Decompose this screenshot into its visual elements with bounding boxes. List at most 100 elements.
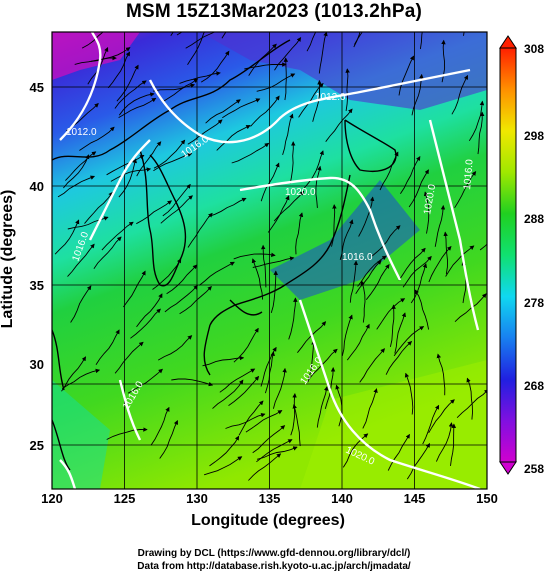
streamline	[273, 190, 305, 222]
streamline	[244, 62, 287, 70]
streamline	[187, 32, 205, 65]
streamline	[187, 119, 223, 145]
streamline	[67, 243, 95, 277]
streamline	[93, 236, 122, 270]
streamline	[400, 156, 421, 195]
streamline	[288, 297, 298, 340]
x-tick-label: 120	[41, 491, 63, 506]
streamline	[360, 280, 366, 323]
streamline	[423, 191, 430, 234]
streamline	[118, 158, 137, 198]
streamline	[451, 74, 469, 115]
streamline	[355, 260, 382, 295]
colorbar-top-arrow	[499, 35, 517, 49]
streamline	[307, 340, 316, 383]
streamline	[410, 263, 428, 304]
streamline	[411, 73, 424, 116]
streamline	[387, 433, 410, 471]
colorbar-tick-label: 298	[524, 129, 544, 143]
streamline	[219, 368, 256, 393]
streamline	[61, 368, 101, 390]
streamline	[428, 245, 452, 283]
colorbar-tick-label: 258	[524, 462, 544, 476]
streamline	[150, 406, 170, 446]
streamline	[212, 379, 244, 409]
streamline	[312, 79, 322, 122]
streamline	[74, 55, 117, 65]
y-tick-label: 40	[30, 179, 44, 194]
streamline	[393, 326, 425, 357]
streamline	[256, 446, 298, 460]
streamline	[297, 321, 327, 353]
credit-drawing: Drawing by DCL (https://www.gfd-dennou.o…	[137, 548, 411, 559]
x-tick-label: 125	[114, 491, 136, 506]
streamline	[107, 51, 130, 89]
streamline	[264, 351, 275, 394]
streamline	[157, 335, 193, 361]
streamline	[130, 308, 161, 339]
streamline	[208, 197, 247, 218]
streamline	[359, 348, 385, 383]
streamline	[164, 284, 198, 313]
streamline	[231, 142, 270, 164]
colorbar-bottom-arrow	[499, 461, 517, 475]
streamline	[339, 219, 354, 261]
y-tick-label: 30	[30, 357, 44, 372]
streamline	[342, 433, 369, 468]
y-tick-label: 35	[30, 278, 44, 293]
streamline	[248, 453, 282, 481]
streamline	[341, 314, 353, 357]
streamline	[335, 384, 343, 427]
map-title: MSM 15Z13Mar2023 (1013.2hPa)	[125, 1, 423, 22]
colorbar: 258 268 278 288 298 308	[499, 35, 544, 476]
streamline	[176, 32, 183, 36]
y-tick-label: 45	[30, 80, 44, 95]
streamline	[251, 258, 264, 300]
colorbar-scale	[499, 47, 517, 463]
streamline	[443, 231, 448, 275]
streamline	[205, 99, 241, 124]
streamline	[57, 175, 95, 198]
streamline	[466, 377, 473, 420]
streamline	[209, 435, 240, 467]
streamline	[252, 256, 295, 268]
streamline	[114, 341, 144, 374]
streamline	[238, 400, 264, 436]
streamline	[228, 375, 260, 406]
streamline	[179, 285, 212, 315]
streamline	[376, 298, 406, 330]
x-ticks: 120 125 130 135 140 145 150	[41, 491, 498, 506]
x-tick-label: 130	[186, 491, 208, 506]
streamline	[153, 139, 186, 169]
streamline	[54, 219, 80, 255]
streamline	[316, 386, 329, 428]
streamline	[379, 151, 399, 191]
streamline	[315, 165, 322, 208]
streamline	[353, 32, 361, 48]
streamline	[250, 95, 280, 127]
streamline	[127, 368, 163, 394]
isobar-contours	[59, 32, 481, 489]
streamline	[295, 212, 304, 255]
streamline	[406, 442, 430, 480]
streamline	[81, 32, 104, 49]
streamline	[270, 270, 278, 314]
streamline	[385, 340, 413, 375]
streamline	[95, 329, 120, 366]
streamline	[274, 36, 302, 71]
streamline	[79, 126, 115, 151]
contour-label: 1020.0	[285, 187, 316, 198]
streamline	[233, 252, 276, 260]
streamline	[222, 98, 261, 119]
streamline	[170, 32, 174, 36]
streamline	[450, 423, 457, 466]
streamline	[152, 258, 182, 290]
streamline	[402, 255, 432, 288]
streamline	[106, 427, 148, 440]
streamline	[252, 425, 286, 454]
streamline	[225, 412, 266, 429]
streamline	[123, 270, 146, 308]
y-axis-label: Latitude (degrees)	[0, 189, 16, 329]
streamline	[325, 108, 353, 142]
contour-label: 1016.0	[342, 252, 373, 263]
